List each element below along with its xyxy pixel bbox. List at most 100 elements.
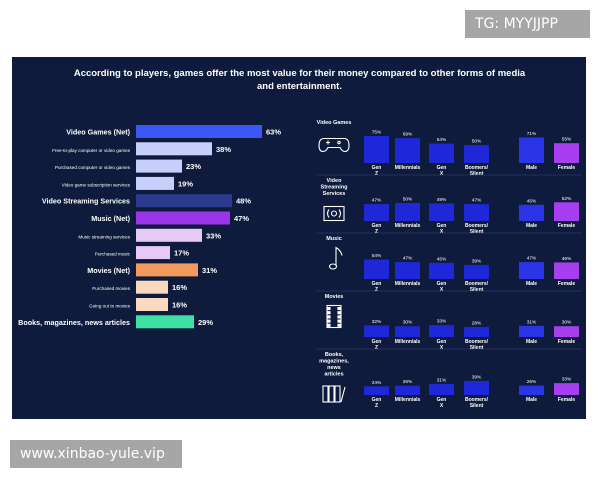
bar <box>136 194 232 208</box>
generation-bar <box>429 325 454 337</box>
book-spine <box>328 385 335 403</box>
bar-value-label: 50% <box>472 139 482 145</box>
generation-bar <box>429 143 454 163</box>
generation-label: X <box>440 171 444 177</box>
generation-label: Boomers/ <box>465 223 489 229</box>
generation-label: Millennials <box>395 281 421 287</box>
generation-bar <box>364 325 389 337</box>
female-bar <box>554 262 579 279</box>
value-label: 63% <box>266 128 281 137</box>
bar <box>136 246 170 260</box>
bar <box>136 211 230 225</box>
bar-value-label: 26% <box>527 379 537 385</box>
generation-bar <box>464 380 489 395</box>
infographic-panel: According to players, games offer the mo… <box>12 57 586 419</box>
note-stem <box>335 246 343 266</box>
bar <box>136 263 198 277</box>
value-label: 29% <box>198 318 213 327</box>
tv-signal <box>330 210 338 217</box>
film-hole <box>327 306 331 311</box>
bar-value-label: 47% <box>527 256 537 262</box>
category-label: Music streaming services <box>78 234 130 239</box>
generation-bar <box>364 204 389 221</box>
gender-label: Male <box>526 397 537 403</box>
bar-value-label: 33% <box>437 319 447 325</box>
gamepad-icon <box>318 137 350 153</box>
value-label: 47% <box>234 214 249 223</box>
music-note-icon <box>328 246 343 270</box>
gamepad-button <box>337 140 341 145</box>
row-label: magazines, <box>319 359 349 365</box>
tv-screen <box>323 205 345 222</box>
generation-label: Millennials <box>395 223 421 229</box>
bar-value-label: 55% <box>562 137 572 143</box>
generation-label: Gen <box>372 165 382 171</box>
value-label: 19% <box>178 179 193 188</box>
generation-bar <box>429 203 454 221</box>
generation-bar <box>464 264 489 279</box>
generation-bar <box>364 259 389 279</box>
bar-value-label: 31% <box>437 377 447 383</box>
bar-value-label: 47% <box>372 198 382 204</box>
film-hole <box>337 311 341 315</box>
gender-label: Male <box>526 281 537 287</box>
bar <box>136 159 182 173</box>
category-label: Video Streaming Services <box>42 197 130 206</box>
tv-icon <box>323 205 345 222</box>
row-label: Music <box>326 236 342 242</box>
generation-label: Z <box>375 171 378 177</box>
bar-value-label: 32% <box>372 319 382 325</box>
value-label: 48% <box>236 197 251 206</box>
generation-label: Boomers/ <box>465 281 489 287</box>
bar-value-label: 46% <box>562 256 572 262</box>
row-label: Streaming <box>321 185 348 191</box>
bar <box>136 315 194 329</box>
category-label: Movies (Net) <box>87 266 130 275</box>
generation-label: Z <box>375 287 378 293</box>
generation-label: Boomers/ <box>465 397 489 403</box>
film-hole <box>327 315 331 319</box>
generation-bar <box>429 383 454 395</box>
male-bar <box>519 204 544 221</box>
category-label: Free-to-play computer or video games <box>52 148 131 153</box>
value-label: 17% <box>174 249 189 258</box>
value-label: 33% <box>206 231 221 240</box>
books-icon <box>322 385 346 403</box>
book-spine <box>322 385 329 403</box>
bar <box>136 125 262 138</box>
generation-bar <box>364 136 389 163</box>
generation-bar <box>429 262 454 279</box>
value-label: 31% <box>202 266 217 275</box>
generation-label: Millennials <box>395 165 421 171</box>
bar-value-label: 26% <box>403 379 413 385</box>
generation-label: Millennials <box>395 339 421 345</box>
category-label: Video Games (Net) <box>66 128 130 137</box>
bar <box>136 298 168 311</box>
generation-label: Boomers/ <box>465 339 489 345</box>
watermark-bottom: www.xinbao-yule.vip <box>10 440 182 468</box>
gamepad-dpad <box>326 140 330 145</box>
generation-label: X <box>440 403 444 409</box>
bar-value-label: 33% <box>562 377 572 383</box>
bar-value-label: 54% <box>437 137 447 143</box>
generation-label: Z <box>375 403 378 409</box>
bar <box>136 280 168 294</box>
bar-value-label: 24% <box>372 380 382 386</box>
gamepad-body <box>318 137 350 153</box>
generation-bar <box>364 386 389 395</box>
value-label: 16% <box>172 301 187 310</box>
generation-label: Silent <box>470 171 484 177</box>
male-bar <box>519 137 544 163</box>
film-hole <box>327 311 331 315</box>
bar-value-label: 28% <box>472 320 482 326</box>
tv-waves <box>326 209 342 218</box>
bar-value-label: 69% <box>403 132 413 138</box>
bar-value-label: 31% <box>527 319 537 325</box>
category-label: Going out to movies <box>89 304 131 309</box>
chart-title: According to players, games offer the mo… <box>73 68 526 92</box>
generation-label: Gen <box>437 397 447 403</box>
generation-bar <box>395 138 420 163</box>
bar-value-label: 50% <box>403 197 413 203</box>
bar-value-label: 45% <box>527 198 537 204</box>
gender-label: Female <box>558 165 575 171</box>
